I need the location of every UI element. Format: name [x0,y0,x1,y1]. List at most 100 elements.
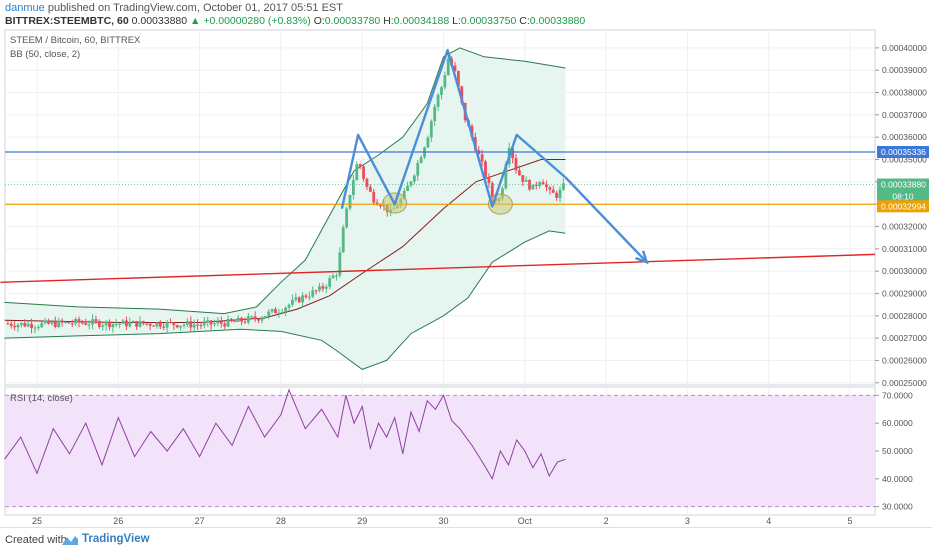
candle-body [230,318,233,322]
candle-body [23,322,27,327]
time-tick-label: 27 [195,516,205,526]
candle-body [108,321,111,328]
candle-body [135,321,138,327]
candle-body [335,275,338,277]
candle-body [199,324,203,326]
rsi-axis[interactable]: 70.0000 60.0000 50.0000 40.0000 30.0000 [875,390,913,512]
candle-body [172,322,176,326]
candle-body [26,323,30,327]
candle-body [324,286,328,289]
candle-body [118,323,122,325]
candle-body [318,286,321,291]
candle-body [182,324,186,326]
last-price: 0.00033880 [131,15,188,27]
main-series [4,47,566,370]
series-legend[interactable]: STEEM / Bitcoin, 60, BITTREX [10,35,141,46]
candle-body [453,65,457,71]
candle-body [551,189,555,193]
time-tick-label: 3 [685,516,690,526]
candle-body [202,322,206,326]
price-tick-label: 0.00030000 [882,266,927,276]
candle-body [141,321,145,324]
candle-body [216,321,220,324]
candle-body [307,296,311,298]
low-label: L: [452,15,461,27]
candle-body [524,180,528,182]
close-value: 0.00033880 [529,15,586,27]
pattern-polyline [340,48,567,209]
candle-body [365,178,369,187]
price-tick-label: 0.00028000 [882,311,927,321]
candle-body [406,185,409,191]
candle-body [504,164,508,189]
candle-body [355,164,359,181]
countdown-badge: 08:10 [892,192,914,202]
candle-body [206,320,210,323]
candle-body [6,323,10,325]
candle-body [521,175,525,182]
candle-body [562,183,565,190]
symbol-name: BITTREX:STEEMBTC, 60 [5,15,129,27]
candle-body [311,290,315,297]
open-value: 0.00033780 [324,15,381,27]
candle-body [125,320,128,327]
high-value: 0.00034188 [393,15,450,27]
candle-body [30,323,33,329]
price-tick-label: 0.00031000 [882,244,927,254]
candle-body [70,323,74,325]
candle-body [240,317,244,322]
candle-body [47,320,50,324]
candle-body [165,321,169,328]
time-tick-label: 30 [438,516,448,526]
drawings[interactable] [0,48,876,283]
candle-body [43,320,47,324]
last-price-badge-bg [877,178,929,191]
time-tick-label: 29 [357,516,367,526]
candle-body [60,320,64,323]
candle-body [277,312,281,314]
price-chart[interactable]: 0.00040000 0.00039000 0.00038000 0.00037000… [0,0,932,527]
rsi-band [5,395,875,507]
price-tick-label: 0.00037000 [882,110,927,120]
candle-body [209,320,213,325]
candle-body [67,321,71,324]
candle-body [440,87,443,95]
price-axis[interactable]: 0.00040000 0.00039000 0.00038000 0.00037000… [875,43,927,388]
time-tick-label: 4 [766,516,771,526]
candle-body [426,137,430,148]
candle-body [416,162,420,176]
candle-body [501,188,504,199]
footer: Created with TradingView [0,527,932,551]
candle-body [490,183,494,199]
rsi-tick-label: 30.0000 [882,502,913,512]
rsi-legend[interactable]: RSI (14, close) [10,393,73,404]
candle-body [321,286,325,289]
rsi-tick-label: 50.0000 [882,446,913,456]
candle-body [145,323,149,325]
tradingview-logo-icon [62,536,78,545]
candle-body [253,316,257,319]
bb-legend[interactable]: BB (50, close, 2) [10,49,80,60]
candle-body [528,180,531,190]
rsi-tick-label: 70.0000 [882,390,913,400]
price-tick-label: 0.00029000 [882,288,927,298]
created-with-label: Created with [5,534,67,546]
author-link[interactable]: danmue [5,2,45,14]
candle-body [304,295,308,298]
candle-body [20,322,23,325]
candle-body [328,278,332,287]
candle-body [91,319,94,325]
chart-header: danmue published on TradingView.com, Oct… [0,0,932,28]
candle-body [97,321,101,327]
tradingview-brand-link[interactable]: TradingView [82,533,150,545]
price-tick-label: 0.00038000 [882,88,927,98]
candle-body [16,324,20,328]
candle-body [514,158,518,171]
candle-body [351,180,355,195]
time-axis[interactable]: 25 26 27 28 29 30 Oct 2 3 4 5 [32,516,853,526]
candle-body [480,154,484,162]
candle-body [250,316,254,318]
candle-body [331,275,335,279]
candle-body [531,184,535,190]
candle-body [36,327,40,329]
